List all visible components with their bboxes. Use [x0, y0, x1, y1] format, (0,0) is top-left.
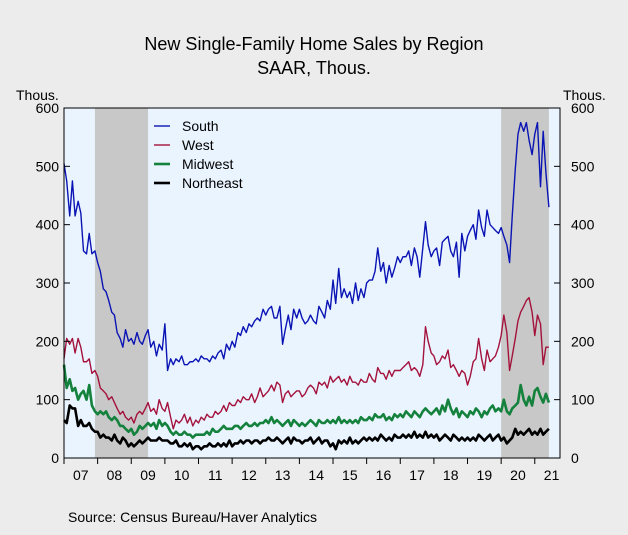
recession-band-1 — [94, 108, 149, 458]
y-tick-label-right: 300 — [571, 275, 595, 291]
x-tick-label: 15 — [342, 467, 358, 483]
y-tick-label-left: 500 — [36, 158, 60, 174]
x-tick-label: 14 — [308, 467, 324, 483]
y-tick-label-right: 500 — [571, 158, 595, 174]
y-tick-label-right: 600 — [571, 100, 595, 116]
x-tick-label: 12 — [241, 467, 257, 483]
x-tick-label: 21 — [544, 467, 560, 483]
series-lines — [62, 121, 551, 451]
series-line-south — [63, 121, 550, 372]
series-line-midwest — [62, 364, 551, 439]
y-tick-label-left: 100 — [36, 392, 60, 408]
chart-title: New Single-Family Home Sales by Region — [144, 34, 483, 54]
y-tick-label-left: 400 — [36, 217, 60, 233]
y-tick-label-left: 0 — [51, 450, 59, 466]
y-unit-left: Thous. — [16, 87, 59, 103]
y-tick-label-right: 200 — [571, 333, 595, 349]
legend-label-south: South — [182, 118, 219, 134]
source-note: Source: Census Bureau/Haver Analytics — [68, 509, 317, 525]
x-tick-label: 07 — [73, 467, 89, 483]
x-tick-label: 08 — [107, 467, 123, 483]
x-tick-label: 20 — [510, 467, 526, 483]
legend-label-west: West — [182, 137, 214, 153]
x-tick-label: 13 — [275, 467, 291, 483]
series-line-northeast — [63, 404, 550, 451]
y-tick-label-left: 300 — [36, 275, 60, 291]
legend-label-northeast: Northeast — [182, 175, 243, 191]
legend: South West Midwest Northeast — [154, 118, 243, 191]
series-line-west — [63, 296, 549, 430]
legend-label-midwest: Midwest — [182, 156, 233, 172]
x-tick-label: 11 — [208, 467, 223, 483]
x-tick-label: 18 — [443, 467, 459, 483]
y-tick-label-right: 0 — [571, 450, 579, 466]
y-tick-label-right: 400 — [571, 217, 595, 233]
x-tick-label: 17 — [409, 467, 425, 483]
y-tick-label-right: 100 — [571, 392, 595, 408]
x-axis: 07 08 09 10 11 12 13 14 15 16 17 18 19 20 21 — [63, 458, 560, 483]
y-unit-right: Thous. — [563, 87, 606, 103]
x-tick-label: 09 — [140, 467, 156, 483]
x-tick-label: 16 — [376, 467, 392, 483]
y-tick-label-left: 200 — [36, 333, 60, 349]
y-tick-label-left: 600 — [36, 100, 60, 116]
x-tick-label: 10 — [174, 467, 190, 483]
chart-subtitle: SAAR, Thous. — [257, 58, 371, 78]
y-axes: 0 0 100 100 200 200 300 300 400 400 500 500 600 600 — [36, 100, 595, 466]
x-tick-label: 19 — [477, 467, 493, 483]
